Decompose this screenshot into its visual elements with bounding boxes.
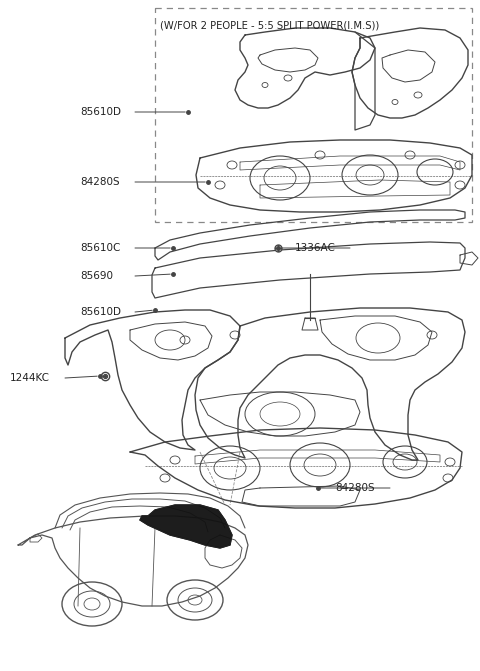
Text: 84280S: 84280S (80, 177, 120, 187)
Polygon shape (140, 505, 232, 548)
Text: 85690: 85690 (80, 271, 113, 281)
Text: 1244KC: 1244KC (10, 373, 50, 383)
Text: 1336AC: 1336AC (295, 243, 336, 253)
Text: (W/FOR 2 PEOPLE - 5:5 SPLIT POWER(I.M.S)): (W/FOR 2 PEOPLE - 5:5 SPLIT POWER(I.M.S)… (160, 21, 379, 31)
Text: 85610D: 85610D (80, 107, 121, 117)
Text: 85610C: 85610C (80, 243, 120, 253)
Text: 85610D: 85610D (80, 307, 121, 317)
Text: 84280S: 84280S (335, 483, 374, 493)
Bar (155, 8, 472, 222)
